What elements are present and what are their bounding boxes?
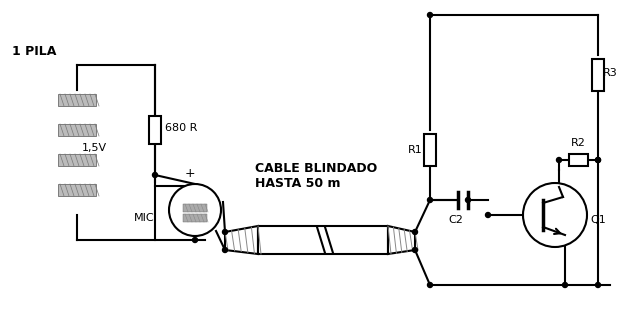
- Text: Q1: Q1: [590, 215, 605, 225]
- Text: R2: R2: [571, 138, 586, 148]
- Circle shape: [428, 13, 433, 18]
- Bar: [183, 204, 207, 212]
- Text: MIC: MIC: [134, 213, 155, 223]
- Bar: [58, 154, 96, 166]
- Circle shape: [523, 183, 587, 247]
- Polygon shape: [225, 226, 258, 254]
- Text: +: +: [185, 167, 195, 180]
- Circle shape: [223, 229, 227, 234]
- Circle shape: [223, 248, 227, 253]
- Circle shape: [595, 157, 600, 162]
- Bar: [424, 134, 436, 166]
- Text: R1: R1: [408, 145, 423, 155]
- Circle shape: [152, 172, 157, 177]
- Circle shape: [193, 238, 198, 243]
- Circle shape: [595, 157, 600, 162]
- Bar: [58, 124, 96, 136]
- Circle shape: [169, 184, 221, 236]
- Text: 1,5V: 1,5V: [82, 143, 107, 153]
- Circle shape: [563, 283, 568, 288]
- Text: CABLE BLINDADO: CABLE BLINDADO: [255, 162, 377, 175]
- Polygon shape: [388, 226, 415, 254]
- Circle shape: [465, 198, 470, 203]
- Bar: [258, 226, 388, 254]
- Bar: [592, 59, 604, 91]
- Circle shape: [413, 248, 417, 253]
- Text: HASTA 50 m: HASTA 50 m: [255, 177, 340, 190]
- Circle shape: [428, 198, 433, 203]
- Bar: [58, 94, 96, 106]
- Circle shape: [557, 157, 561, 162]
- Bar: [183, 214, 207, 222]
- Text: C2: C2: [449, 215, 463, 225]
- Circle shape: [486, 213, 490, 218]
- Bar: [149, 116, 161, 144]
- Circle shape: [595, 283, 600, 288]
- Text: R3: R3: [603, 68, 618, 78]
- Bar: [58, 184, 96, 196]
- Text: 680 R: 680 R: [165, 123, 197, 133]
- Bar: [569, 154, 588, 166]
- Circle shape: [428, 283, 433, 288]
- Text: 1 PILA: 1 PILA: [12, 45, 56, 58]
- Circle shape: [413, 229, 417, 234]
